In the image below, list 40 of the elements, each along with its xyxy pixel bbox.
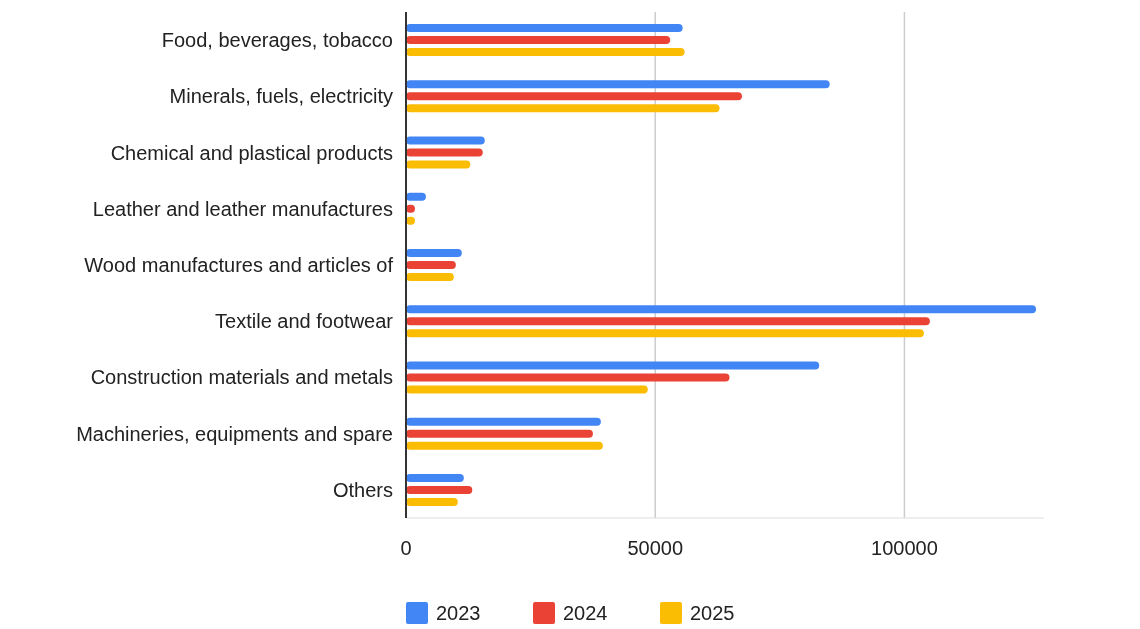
bar: [406, 441, 603, 450]
bar: [406, 497, 458, 506]
y-tick-label: Wood manufactures and articles of: [84, 254, 394, 276]
y-tick-label: Others: [332, 478, 393, 501]
y-tick-label: Textile and footwear: [215, 310, 394, 333]
bar: [406, 429, 593, 438]
bar: [406, 361, 820, 370]
y-tick-label: Leather and leather manufactures: [92, 197, 393, 220]
y-tick-label: Food, beverages, tobacco: [161, 29, 393, 52]
bar: [406, 80, 830, 89]
bar: [406, 92, 742, 101]
x-tick-label: 100000: [871, 537, 938, 559]
bar: [406, 36, 671, 45]
bar: [406, 136, 485, 145]
legend-label: 2023: [436, 602, 481, 624]
y-tick-label: Construction materials and metals: [90, 366, 393, 389]
bar: [406, 48, 685, 57]
bar: [406, 192, 426, 201]
bar: [406, 160, 471, 169]
bar: [406, 373, 730, 382]
bar: [406, 148, 483, 157]
x-tick-label: 0: [400, 537, 412, 559]
legend-label: 2025: [690, 602, 735, 624]
bar: [406, 485, 473, 494]
x-tick-label: 50000: [627, 537, 684, 559]
bar: [406, 24, 683, 33]
bar: [406, 305, 1037, 314]
y-tick-label: Minerals, fuels, electricity: [169, 85, 393, 108]
bar: [406, 249, 462, 257]
bar: [406, 385, 648, 394]
bar: [406, 329, 924, 338]
bar: [406, 417, 601, 426]
legend-label: 2024: [563, 602, 608, 624]
bar: [406, 273, 454, 281]
bar: [406, 104, 720, 113]
y-tick-label: Machineries, equipments and spare: [76, 422, 393, 445]
y-tick-label: Chemical and plastical products: [110, 141, 393, 164]
bar: [406, 317, 930, 326]
bar: [406, 261, 456, 269]
bar: [406, 473, 464, 482]
